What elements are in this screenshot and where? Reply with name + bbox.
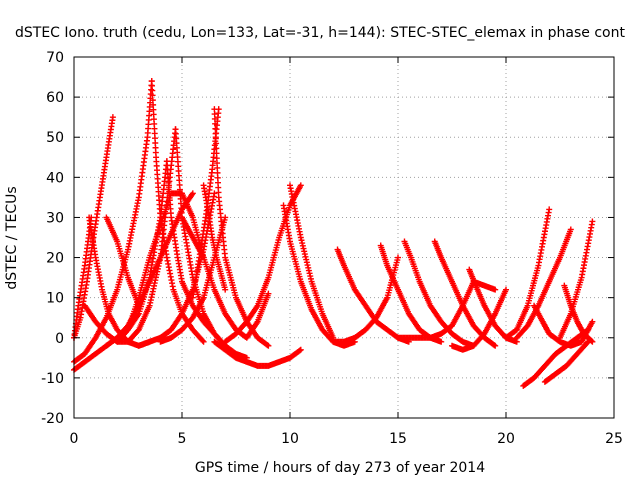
data-point — [109, 114, 116, 121]
series-35 — [557, 218, 596, 341]
y-tick-label: 70 — [46, 50, 64, 66]
data-point — [567, 226, 574, 233]
y-tick-label: -10 — [41, 371, 64, 387]
series-31 — [503, 206, 553, 341]
y-tick-label: 50 — [46, 130, 64, 146]
series-37 — [541, 338, 592, 385]
x-tick-label: 5 — [178, 431, 187, 447]
x-tick-label: 20 — [497, 431, 515, 447]
data-point — [265, 342, 272, 349]
x-tick-label: 25 — [605, 431, 623, 447]
data-point — [297, 346, 304, 353]
data-point — [585, 326, 592, 333]
y-tick-label: 30 — [46, 210, 64, 226]
y-tick-label: 20 — [46, 251, 64, 267]
series-36 — [520, 326, 592, 389]
data-point — [503, 286, 509, 293]
x-tick-label: 15 — [389, 431, 407, 447]
data-point — [546, 206, 553, 213]
data-point — [491, 342, 498, 349]
series-1 — [71, 114, 116, 341]
plot-frame — [73, 56, 615, 419]
data-point — [264, 342, 271, 349]
series-21 — [287, 182, 337, 341]
series-20 — [280, 202, 358, 349]
data-point — [492, 342, 499, 349]
y-tick-label: 10 — [46, 291, 64, 307]
data-point — [200, 338, 207, 345]
y-tick-label: -20 — [41, 411, 64, 427]
x-tick-label: 10 — [281, 431, 299, 447]
series-30 — [449, 286, 509, 353]
data-point — [222, 286, 229, 293]
data-point — [211, 190, 218, 197]
data-point — [395, 254, 401, 261]
data-point — [189, 190, 196, 197]
y-axis-label: dSTEC / TECUs — [4, 186, 20, 289]
data-point — [589, 318, 596, 325]
series-33 — [531, 302, 596, 349]
data-point — [492, 286, 499, 293]
data-point — [222, 214, 229, 221]
data-point — [199, 337, 206, 344]
y-tick-label: 40 — [46, 170, 64, 186]
series-32 — [513, 226, 574, 341]
data-point — [584, 339, 591, 346]
data-point — [297, 182, 304, 189]
series-18 — [200, 182, 229, 293]
series-19 — [222, 182, 304, 345]
y-tick-label: 60 — [46, 90, 64, 106]
data-point — [589, 218, 596, 225]
data-point — [438, 338, 445, 345]
series-14 — [189, 106, 222, 301]
series-27 — [431, 238, 499, 349]
series-22 — [211, 338, 304, 369]
y-tick-label: 0 — [55, 331, 64, 347]
axis-ticks: 0 5 10 15 20 25 -20 -10 0 10 20 30 40 50 60 70 — [41, 50, 623, 447]
series-28 — [395, 278, 499, 341]
x-axis-label: GPS time / hours of day 273 of year 2014 — [195, 460, 485, 476]
data-points — [71, 78, 596, 389]
data-point — [124, 327, 131, 334]
series-11 — [103, 214, 142, 309]
data-point — [265, 290, 272, 297]
data-point — [296, 347, 303, 354]
data-point — [585, 338, 592, 345]
chart-title: dSTEC Iono. truth (cedu, Lon=133, Lat=-3… — [15, 25, 625, 41]
data-point — [584, 327, 591, 334]
series-24 — [330, 254, 401, 345]
x-tick-label: 0 — [70, 431, 79, 447]
series-25 — [377, 242, 445, 345]
data-point — [588, 337, 595, 344]
